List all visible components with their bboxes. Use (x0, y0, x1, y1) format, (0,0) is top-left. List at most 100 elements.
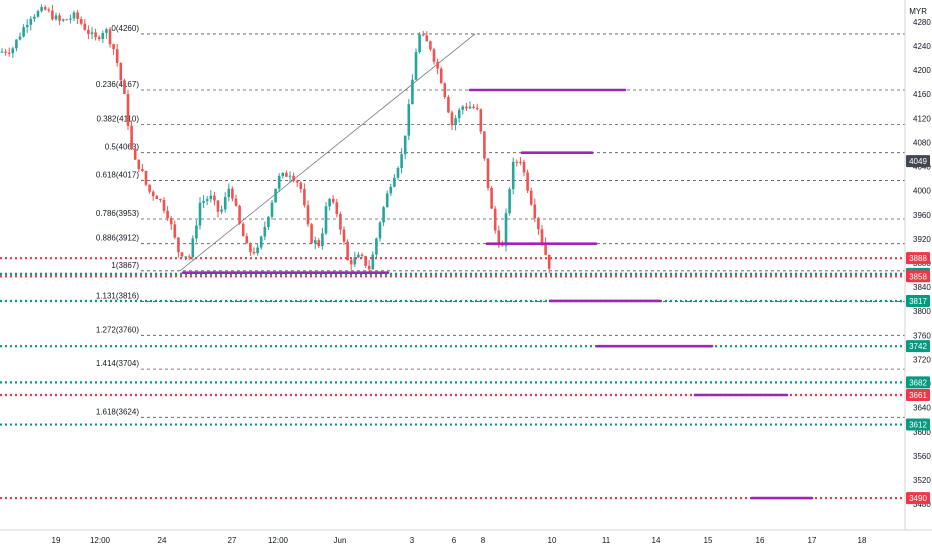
time-axis-background (0, 530, 932, 550)
candle-body (43, 7, 47, 10)
candle-body (166, 210, 169, 219)
price-tick-label: 4000 (913, 187, 931, 196)
candle-body (490, 187, 493, 209)
price-badge-box (906, 376, 930, 389)
candle-body (79, 19, 83, 24)
price-tick-label: 3760 (913, 331, 931, 340)
fib-label: 0(4260) (111, 24, 139, 33)
candles (0, 4, 551, 275)
candle-body (72, 12, 76, 19)
candle-body (155, 196, 159, 200)
candle-body (18, 36, 22, 40)
candle-body (479, 109, 483, 132)
candle-body (195, 225, 198, 239)
candle-body (234, 198, 238, 206)
candle-body (526, 172, 529, 191)
time-tick-label: 19 (52, 536, 61, 545)
candle-body (472, 106, 475, 108)
candle-body (389, 186, 393, 194)
candle-body (256, 247, 259, 254)
candle-body (335, 202, 339, 214)
candle-body (436, 61, 439, 69)
candle-body (191, 238, 195, 258)
candle-body (324, 206, 328, 234)
fib-label: 0.5(4063) (105, 143, 140, 152)
time-tick-label: 15 (704, 536, 713, 545)
candle-body (180, 252, 184, 257)
candle-body (501, 245, 504, 247)
candle-body (360, 254, 364, 257)
time-tick-label: 6 (452, 536, 457, 545)
currency-label: MYR (909, 7, 927, 16)
candle-body (306, 205, 310, 225)
candle-body (119, 63, 123, 81)
candle-body (97, 37, 101, 39)
candle-body (331, 198, 335, 203)
price-tick-label: 4160 (913, 90, 931, 99)
price-badge-label: 3888 (909, 254, 927, 263)
candle-body (353, 257, 357, 265)
price-badge-box (906, 294, 930, 307)
candle-body (414, 52, 418, 80)
candle-body (231, 188, 234, 199)
candle-body (483, 131, 486, 159)
candle-body (486, 158, 490, 188)
candle-body (418, 34, 421, 53)
price-badge-box (906, 252, 930, 265)
candle-body (112, 44, 115, 50)
price-badge-box (906, 492, 930, 505)
candle-body (346, 241, 349, 261)
price-tick-label: 3560 (913, 452, 931, 461)
candle-body (432, 49, 436, 62)
candle-body (141, 169, 144, 171)
candle-body (177, 237, 180, 253)
candle-body (213, 195, 216, 201)
candle-body (519, 161, 522, 163)
candle-body (443, 83, 447, 97)
candle-body (33, 16, 36, 19)
horizontal-levels (0, 257, 905, 500)
price-tick-label: 4120 (913, 114, 931, 123)
candle-body (310, 224, 313, 244)
price-badge-box (906, 270, 930, 283)
price-badge-box (906, 418, 930, 431)
candle-body (475, 107, 479, 110)
candle-body (115, 49, 119, 64)
candle-body (342, 229, 346, 242)
time-tick-label: 18 (858, 536, 867, 545)
price-tick-label: 3960 (913, 211, 931, 220)
candle-body (439, 68, 443, 84)
candle-body (238, 205, 241, 224)
fib-label: 1.618(3624) (96, 407, 139, 416)
candle-body (465, 106, 468, 109)
price-badges: 3888386238583817374236823661361234904049 (906, 155, 930, 505)
candle-body (497, 230, 501, 246)
price-axis-background (905, 0, 932, 530)
candle-body (317, 240, 321, 247)
price-tick-label: 3920 (913, 235, 931, 244)
price-tick-label: 4080 (913, 138, 931, 147)
time-axis[interactable]: 19 12:00 24 27 12:00 Jun 3 6 8 10 11 14 15 16 17 18 (0, 529, 932, 550)
price-axis[interactable]: MYR4280424042004160412040804040400039603… (904, 0, 932, 530)
candle-body (105, 29, 108, 33)
candle-body (299, 182, 303, 190)
candle-body (137, 159, 141, 170)
candle-body (83, 23, 87, 30)
price-badge-label: 3661 (909, 391, 927, 400)
candle-body (4, 51, 7, 53)
time-tick-label: 11 (602, 536, 611, 545)
time-tick-label: 12:00 (90, 536, 111, 545)
candle-body (349, 260, 353, 265)
candle-body (421, 34, 425, 36)
candle-body (216, 200, 220, 212)
candle-body (58, 15, 61, 21)
price-badge-label: 3817 (909, 297, 927, 306)
candle-body (133, 148, 137, 160)
candle-body (259, 236, 263, 248)
candle-body (148, 184, 151, 192)
candle-body (101, 32, 105, 39)
price-tick-label: 4280 (913, 18, 931, 27)
candle-body (508, 189, 511, 214)
